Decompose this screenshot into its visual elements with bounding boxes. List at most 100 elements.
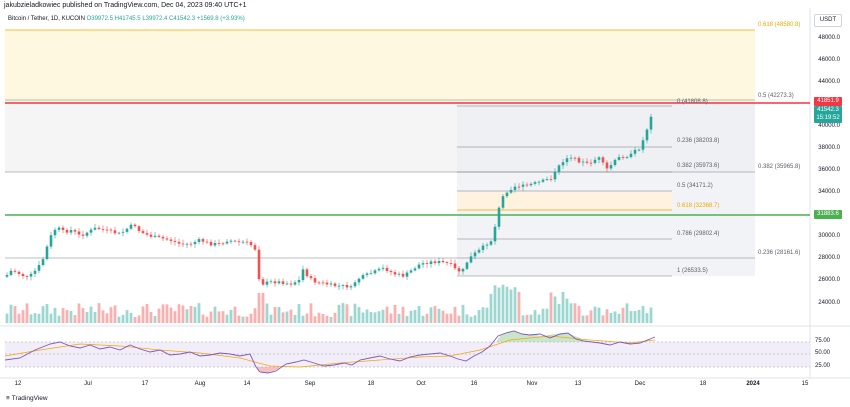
volume-bar xyxy=(113,305,117,323)
brand-name: TradingView xyxy=(11,395,48,402)
low-value: L39972.4 xyxy=(142,16,168,22)
current-price-badge: 41542.3 xyxy=(814,106,842,115)
date-tick: Nov xyxy=(526,381,538,387)
volume-bar xyxy=(269,314,273,323)
candle-body xyxy=(301,269,305,281)
candle-body xyxy=(89,229,93,233)
volume-bar xyxy=(529,314,533,323)
candle-body xyxy=(57,227,61,230)
candle-body xyxy=(125,228,129,232)
rsi-ma-line xyxy=(4,335,656,368)
volume-bar xyxy=(505,286,509,323)
candle-body xyxy=(269,281,273,283)
candle-body xyxy=(509,189,513,193)
candle-body xyxy=(461,268,465,272)
candle-body xyxy=(113,230,117,234)
candle-body xyxy=(17,271,21,274)
volume-bar xyxy=(141,306,145,323)
volume-bar xyxy=(5,313,9,323)
candle-body xyxy=(13,270,17,272)
candle-body xyxy=(237,241,241,243)
volume-bar xyxy=(397,313,401,323)
volume-bar xyxy=(345,304,349,323)
fib-inner-0-label: 0 (41808.8) xyxy=(677,99,708,105)
volume-bar xyxy=(609,312,613,323)
volume-bar xyxy=(625,303,629,323)
volume-bar xyxy=(453,306,457,323)
volume-bar xyxy=(585,315,589,323)
currency-selector[interactable]: USDT xyxy=(814,14,842,27)
candle-body xyxy=(169,239,173,241)
volume-bar xyxy=(9,304,13,323)
candle-body xyxy=(117,232,121,234)
tradingview-logo-icon: ≡ xyxy=(6,395,10,402)
volume-bar xyxy=(617,313,621,323)
fib-inner-0618-label: 0.618 (32368.7) xyxy=(677,203,720,209)
volume-bar xyxy=(101,310,105,323)
candle-body xyxy=(281,281,285,284)
volume-bar xyxy=(61,307,65,323)
volume-bar xyxy=(193,306,197,323)
volume-bar xyxy=(637,309,641,323)
volume-bar xyxy=(633,310,637,323)
candle-body xyxy=(37,265,41,271)
volume-bar xyxy=(149,311,153,323)
candle-body xyxy=(217,243,221,244)
volume-bar xyxy=(165,304,169,323)
volume-bar xyxy=(409,310,413,323)
volume-bar xyxy=(277,307,281,323)
candle-body xyxy=(541,179,545,182)
candle-body xyxy=(133,224,137,227)
candle-body xyxy=(137,226,141,232)
candle-body xyxy=(601,157,605,163)
rsi-band xyxy=(5,342,810,367)
fib-inner-0786-label: 0.786 (29802.4) xyxy=(677,231,720,237)
volume-bar xyxy=(605,309,609,323)
candle-body xyxy=(173,240,177,242)
price-tick: 28000.0 xyxy=(818,255,840,261)
candle-body xyxy=(573,157,577,159)
volume-bar xyxy=(545,308,549,323)
candle-body xyxy=(577,157,581,163)
candle-body xyxy=(385,267,389,271)
candle-body xyxy=(337,285,341,287)
candle-body xyxy=(377,268,381,271)
volume-bar xyxy=(189,306,193,323)
candle-body xyxy=(265,281,269,285)
volume-bar xyxy=(581,315,585,323)
candle-body xyxy=(129,224,133,229)
candle-body xyxy=(373,270,377,274)
fib-zone-orange xyxy=(457,192,672,210)
volume-bar xyxy=(173,311,177,323)
volume-bar xyxy=(109,307,113,323)
candle-body xyxy=(345,285,349,288)
candle-body xyxy=(489,241,493,245)
date-tick: Jul xyxy=(84,381,92,387)
volume-bar xyxy=(265,303,269,323)
volume-bar xyxy=(357,307,361,323)
volume-bar xyxy=(429,307,433,323)
candle-body xyxy=(101,229,105,230)
candle-body xyxy=(609,165,613,169)
volume-bar xyxy=(13,306,17,323)
candle-body xyxy=(285,283,289,285)
date-tick: 14 xyxy=(243,381,251,387)
volume-bar xyxy=(205,316,209,323)
volume-bar xyxy=(593,306,597,323)
volume-bar xyxy=(297,304,301,323)
volume-bar xyxy=(645,313,649,323)
symbol-legend[interactable]: Bitcoin / Tether, 1D, KUCOIN O39972.5 H4… xyxy=(8,16,245,22)
volume-bar xyxy=(217,311,221,323)
candle-body xyxy=(481,245,485,250)
fib-inner-0382-label: 0.382 (35973.6) xyxy=(677,163,720,169)
volume-bar xyxy=(145,303,149,323)
price-tick: 46000.0 xyxy=(818,57,840,63)
candle-body xyxy=(225,241,229,244)
volume-bar xyxy=(137,315,141,323)
candle-body xyxy=(565,158,569,163)
candle-body xyxy=(309,276,313,279)
candle-body xyxy=(305,269,309,277)
volume-bar xyxy=(197,303,201,323)
candle-body xyxy=(581,161,585,163)
